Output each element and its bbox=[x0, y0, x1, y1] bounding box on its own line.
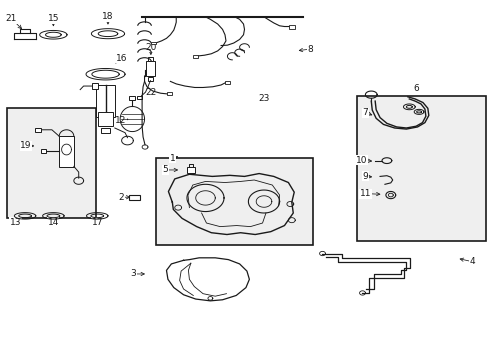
Bar bbox=[59, 136, 74, 167]
Text: 8: 8 bbox=[307, 45, 312, 54]
Text: 7: 7 bbox=[362, 108, 367, 117]
Bar bbox=[145, 61, 155, 76]
Bar bbox=[186, 167, 194, 173]
Text: 10: 10 bbox=[355, 156, 366, 165]
Bar bbox=[148, 57, 153, 60]
Bar bbox=[288, 26, 294, 29]
Bar bbox=[41, 149, 45, 153]
Text: 15: 15 bbox=[47, 14, 59, 23]
Text: 18: 18 bbox=[102, 12, 114, 21]
Bar bbox=[96, 85, 115, 117]
Bar bbox=[137, 96, 142, 99]
Bar bbox=[167, 93, 172, 95]
Bar bbox=[35, 128, 41, 132]
Bar bbox=[129, 195, 140, 200]
Bar bbox=[156, 158, 312, 244]
Bar bbox=[148, 77, 153, 81]
Bar bbox=[101, 128, 110, 133]
Text: 4: 4 bbox=[469, 257, 474, 266]
Text: 6: 6 bbox=[412, 84, 418, 93]
Bar bbox=[92, 83, 98, 89]
Text: 17: 17 bbox=[91, 218, 103, 227]
Bar bbox=[6, 108, 96, 218]
Text: 1: 1 bbox=[169, 154, 175, 163]
Text: 3: 3 bbox=[130, 269, 136, 278]
Text: 22: 22 bbox=[145, 87, 156, 96]
Text: 13: 13 bbox=[10, 218, 21, 227]
Text: 21: 21 bbox=[6, 14, 17, 23]
Bar bbox=[151, 41, 156, 44]
Bar bbox=[225, 81, 230, 84]
Text: 20: 20 bbox=[145, 43, 156, 52]
Text: 23: 23 bbox=[258, 94, 269, 103]
Bar bbox=[129, 96, 135, 100]
Text: 19: 19 bbox=[20, 141, 32, 150]
Text: 2: 2 bbox=[119, 193, 124, 202]
Text: 16: 16 bbox=[116, 54, 127, 63]
Text: 11: 11 bbox=[359, 189, 370, 198]
Text: 9: 9 bbox=[362, 172, 367, 181]
Text: 14: 14 bbox=[47, 218, 59, 227]
Bar bbox=[98, 112, 113, 126]
Text: 12: 12 bbox=[115, 116, 126, 125]
Text: 5: 5 bbox=[163, 166, 168, 175]
Bar bbox=[193, 55, 198, 58]
Bar bbox=[356, 96, 485, 241]
